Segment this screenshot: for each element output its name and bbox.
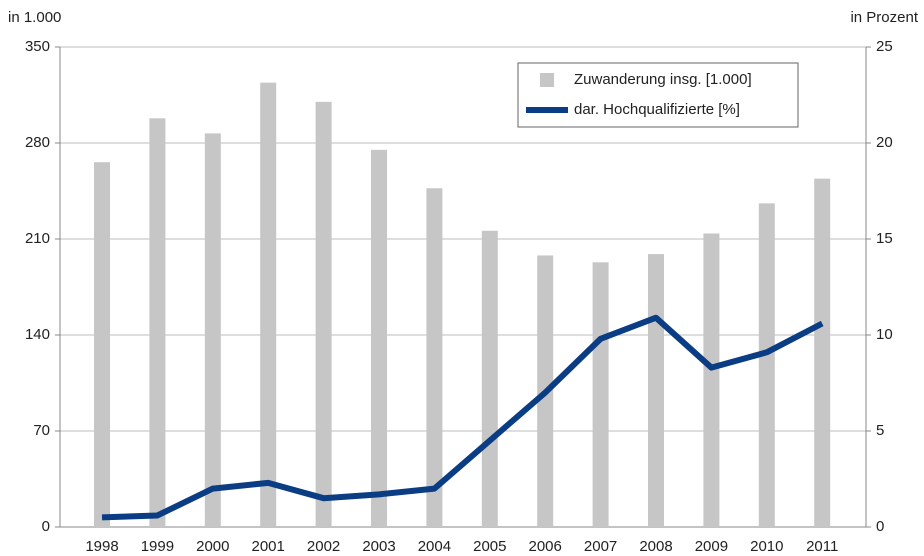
bar [149, 118, 166, 528]
y-tick-label: 0 [42, 518, 50, 535]
x-tick-label: 2005 [473, 538, 506, 555]
bar [481, 230, 498, 527]
y2-tick-label: 5 [876, 422, 884, 439]
x-tick-label: 2001 [252, 538, 285, 555]
bar [592, 262, 609, 527]
y-tick-label: 280 [25, 134, 50, 151]
line [101, 314, 824, 521]
bar [371, 149, 387, 527]
legend-box [517, 62, 799, 128]
x-tick-label: 2003 [362, 538, 395, 555]
x-tick-label: 2000 [196, 538, 229, 555]
bar [703, 233, 720, 527]
x-tick-label: 2004 [418, 538, 451, 555]
x-tick-label: 2008 [639, 538, 672, 555]
y2-tick-label: 20 [876, 134, 893, 151]
x-tick-label: 2007 [584, 538, 617, 555]
y-tick-label: 210 [25, 230, 50, 247]
y2-tick-label: 25 [876, 38, 893, 55]
x-tick-label: 1998 [85, 538, 118, 555]
x-tick-label: 2009 [695, 538, 728, 555]
bar [260, 82, 277, 528]
y-tick-label: 70 [33, 422, 50, 439]
legend-label: Zuwanderung insg. [1.000] [574, 71, 752, 88]
x-tick-label: 2006 [529, 538, 562, 555]
y2-axis-label: in Prozent [850, 9, 918, 26]
bar [204, 133, 221, 527]
bar [94, 162, 110, 527]
x-tick-label: 2002 [307, 538, 340, 555]
bar [648, 254, 664, 528]
x-tick-label: 2011 [806, 538, 838, 555]
legend-label: dar. Hochqualifizierte [%] [574, 101, 740, 118]
bar [426, 188, 443, 527]
bar [814, 178, 831, 527]
bar [315, 101, 332, 527]
x-tick-label: 2010 [750, 538, 783, 555]
legend-swatch [540, 73, 554, 87]
y2-tick-label: 15 [876, 230, 893, 247]
y-tick-label: 350 [25, 38, 50, 55]
bar [758, 203, 775, 528]
y2-tick-label: 10 [876, 326, 893, 343]
y-axis-label: in 1.000 [8, 9, 61, 26]
x-tick-label: 1999 [141, 538, 174, 555]
y2-tick-label: 0 [876, 518, 884, 535]
y-tick-label: 140 [25, 326, 50, 343]
